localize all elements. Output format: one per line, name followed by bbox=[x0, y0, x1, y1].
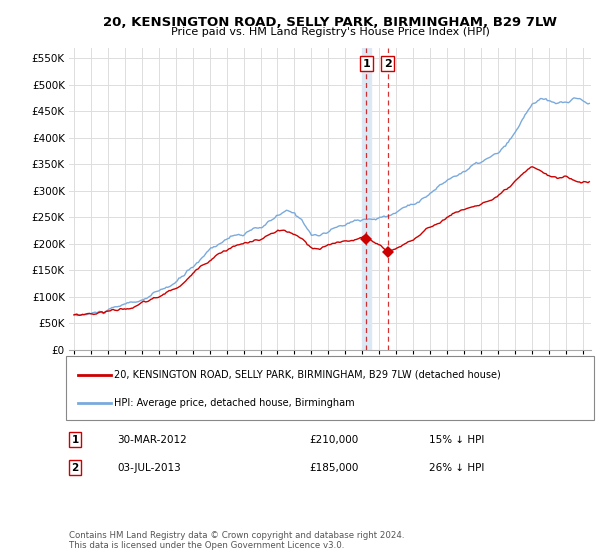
Text: 1: 1 bbox=[362, 58, 370, 68]
Text: 15% ↓ HPI: 15% ↓ HPI bbox=[429, 435, 484, 445]
Text: Price paid vs. HM Land Registry's House Price Index (HPI): Price paid vs. HM Land Registry's House … bbox=[170, 27, 490, 37]
Text: 26% ↓ HPI: 26% ↓ HPI bbox=[429, 463, 484, 473]
Text: 20, KENSINGTON ROAD, SELLY PARK, BIRMINGHAM, B29 7LW: 20, KENSINGTON ROAD, SELLY PARK, BIRMING… bbox=[103, 16, 557, 29]
Text: £185,000: £185,000 bbox=[309, 463, 358, 473]
Text: 20, KENSINGTON ROAD, SELLY PARK, BIRMINGHAM, B29 7LW (detached house): 20, KENSINGTON ROAD, SELLY PARK, BIRMING… bbox=[114, 370, 501, 380]
Text: 2: 2 bbox=[384, 58, 391, 68]
Text: £210,000: £210,000 bbox=[309, 435, 358, 445]
Text: 03-JUL-2013: 03-JUL-2013 bbox=[117, 463, 181, 473]
Text: 30-MAR-2012: 30-MAR-2012 bbox=[117, 435, 187, 445]
Text: 2: 2 bbox=[71, 463, 79, 473]
Text: Contains HM Land Registry data © Crown copyright and database right 2024.
This d: Contains HM Land Registry data © Crown c… bbox=[69, 530, 404, 550]
Bar bbox=[362, 48, 371, 350]
Text: 1: 1 bbox=[71, 435, 79, 445]
Text: HPI: Average price, detached house, Birmingham: HPI: Average price, detached house, Birm… bbox=[114, 398, 355, 408]
